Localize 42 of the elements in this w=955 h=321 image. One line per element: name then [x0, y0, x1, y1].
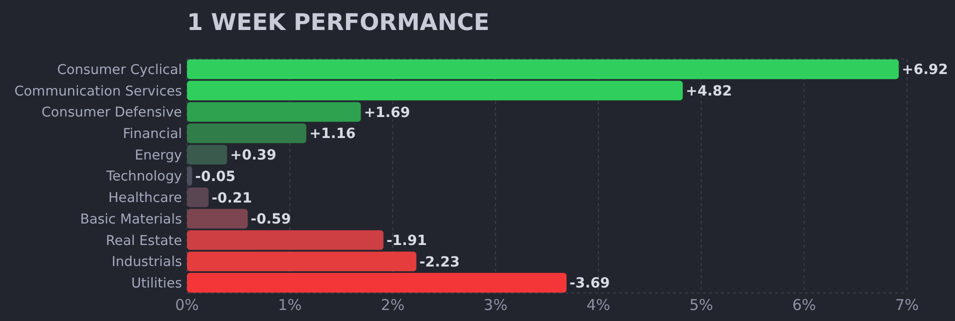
bar [187, 272, 567, 293]
bar [187, 208, 248, 229]
y-tick-label: Real Estate [106, 232, 182, 249]
y-tick-label: Healthcare [108, 190, 182, 206]
x-tick-label: 3% [484, 296, 508, 314]
x-tick-label: 6% [792, 296, 816, 314]
y-tick-label: Consumer Cyclical [57, 62, 182, 78]
y-tick-label: Utilities [131, 275, 182, 292]
bar [187, 166, 192, 186]
data-label: -0.59 [250, 212, 292, 228]
bar [187, 123, 306, 144]
x-tick-label: 2% [380, 296, 405, 314]
bar [187, 80, 683, 100]
y-tick-label: Basic Materials [80, 211, 182, 228]
bar [187, 102, 361, 122]
y-tick-label: Industrials [112, 254, 182, 270]
data-label: +1.16 [309, 126, 356, 142]
data-label: +4.82 [686, 84, 732, 100]
chart-title: 1 WEEK PERFORMANCE [187, 10, 490, 36]
bar [187, 188, 209, 208]
data-label: +1.69 [364, 104, 410, 121]
x-tick-label: 0% [175, 296, 199, 314]
y-tick-label: Energy [134, 147, 182, 164]
data-label: -0.21 [212, 190, 252, 206]
bar [187, 144, 228, 164]
x-tick-label: 4% [586, 296, 610, 314]
data-label: +0.39 [230, 148, 276, 164]
x-tick-label: 5% [689, 296, 714, 314]
x-tick-label: 1% [278, 296, 302, 314]
y-tick-label: Financial [122, 126, 182, 142]
data-label: -1.91 [386, 232, 427, 249]
data-label: -0.05 [195, 168, 236, 185]
data-label: -2.23 [419, 254, 460, 270]
x-tick-label: 7% [895, 296, 919, 314]
bar [187, 252, 416, 272]
y-tick-label: Consumer Defensive [41, 104, 182, 121]
bar [187, 59, 899, 80]
data-label: -3.69 [570, 276, 610, 292]
data-label: +6.92 [902, 62, 948, 78]
bar [187, 230, 384, 250]
y-tick-label: Communication Services [14, 83, 182, 100]
y-tick-label: Technology [105, 168, 182, 185]
